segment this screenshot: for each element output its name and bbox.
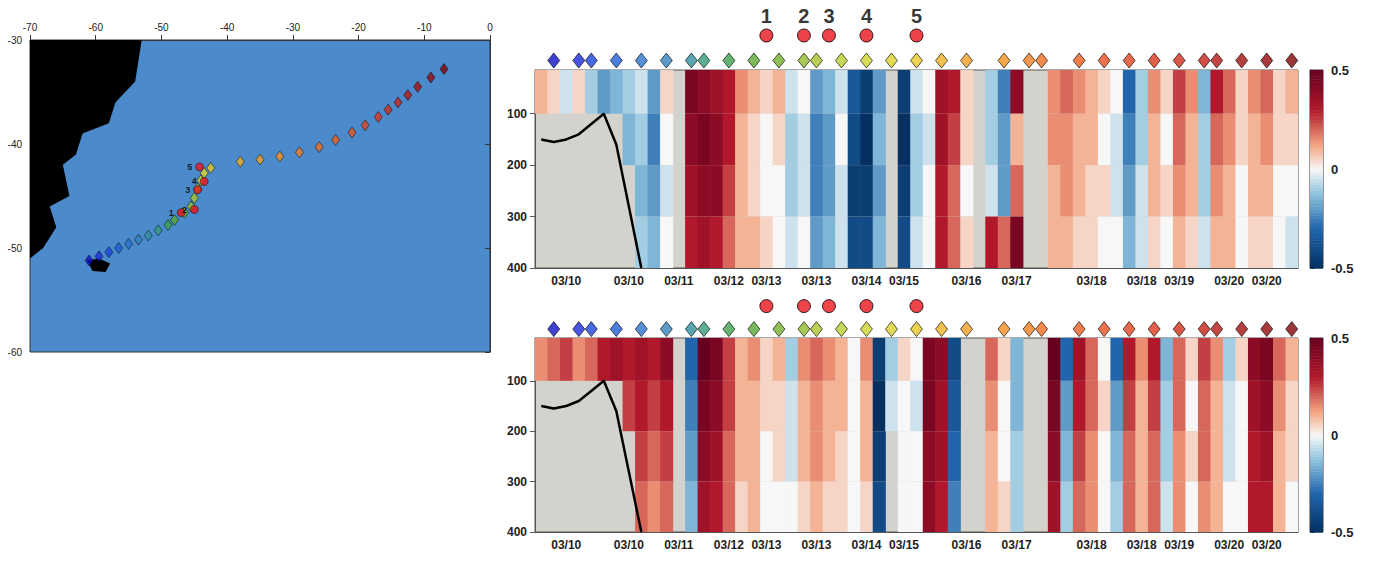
svg-text:03/11: 03/11 — [664, 538, 694, 552]
svg-text:03/18: 03/18 — [1077, 538, 1107, 552]
svg-text:0: 0 — [1331, 162, 1338, 177]
svg-text:4: 4 — [861, 5, 873, 27]
svg-text:03/10: 03/10 — [614, 274, 644, 288]
svg-text:1: 1 — [761, 5, 772, 27]
svg-text:-10: -10 — [417, 22, 432, 33]
svg-text:-20: -20 — [351, 22, 366, 33]
svg-text:-30: -30 — [286, 22, 301, 33]
svg-text:03/13: 03/13 — [801, 538, 831, 552]
svg-text:03/20: 03/20 — [1252, 538, 1282, 552]
svg-text:03/18: 03/18 — [1127, 538, 1157, 552]
svg-text:1: 1 — [169, 208, 174, 218]
svg-text:03/15: 03/15 — [889, 538, 919, 552]
svg-text:03/20: 03/20 — [1214, 274, 1244, 288]
svg-text:3: 3 — [185, 185, 190, 195]
svg-text:03/12: 03/12 — [714, 274, 744, 288]
svg-text:300: 300 — [507, 210, 527, 224]
svg-text:200: 200 — [507, 424, 527, 438]
svg-text:03/19: 03/19 — [1164, 274, 1194, 288]
svg-text:03/14: 03/14 — [851, 538, 881, 552]
svg-text:03/13: 03/13 — [801, 274, 831, 288]
svg-text:3: 3 — [823, 5, 834, 27]
svg-text:2: 2 — [182, 205, 187, 215]
svg-text:100: 100 — [507, 107, 527, 121]
svg-text:4: 4 — [192, 176, 197, 186]
svg-text:5: 5 — [911, 5, 922, 27]
svg-text:03/16: 03/16 — [952, 538, 982, 552]
svg-text:03/17: 03/17 — [1002, 274, 1032, 288]
svg-text:03/16: 03/16 — [952, 274, 982, 288]
svg-text:400: 400 — [507, 525, 527, 539]
svg-text:03/13: 03/13 — [751, 538, 781, 552]
svg-text:0: 0 — [1331, 428, 1338, 443]
svg-text:03/10: 03/10 — [551, 274, 581, 288]
svg-text:400: 400 — [507, 261, 527, 275]
svg-text:-60: -60 — [88, 22, 103, 33]
svg-text:0: 0 — [487, 22, 493, 33]
svg-text:03/18: 03/18 — [1077, 274, 1107, 288]
svg-text:03/15: 03/15 — [889, 274, 919, 288]
svg-text:03/11: 03/11 — [664, 274, 694, 288]
svg-text:-60: -60 — [8, 347, 23, 358]
svg-text:-50: -50 — [154, 22, 169, 33]
svg-text:-50: -50 — [8, 243, 23, 254]
svg-text:200: 200 — [507, 158, 527, 172]
svg-text:03/20: 03/20 — [1214, 538, 1244, 552]
svg-text:0.5: 0.5 — [1331, 63, 1349, 78]
svg-text:03/13: 03/13 — [751, 274, 781, 288]
svg-text:03/10: 03/10 — [614, 538, 644, 552]
svg-text:300: 300 — [507, 475, 527, 489]
svg-text:100: 100 — [507, 374, 527, 388]
svg-text:03/17: 03/17 — [1002, 538, 1032, 552]
svg-text:03/14: 03/14 — [851, 274, 881, 288]
svg-text:03/19: 03/19 — [1164, 538, 1194, 552]
svg-text:0.5: 0.5 — [1331, 331, 1349, 346]
svg-text:-70: -70 — [23, 22, 38, 33]
svg-text:-30: -30 — [8, 35, 23, 46]
svg-text:-40: -40 — [220, 22, 235, 33]
svg-text:03/10: 03/10 — [551, 538, 581, 552]
svg-text:-0.5: -0.5 — [1331, 525, 1353, 540]
svg-text:03/20: 03/20 — [1252, 274, 1282, 288]
svg-text:-0.5: -0.5 — [1331, 261, 1353, 276]
svg-text:5: 5 — [187, 162, 192, 172]
svg-text:03/18: 03/18 — [1127, 274, 1157, 288]
svg-text:-40: -40 — [8, 139, 23, 150]
svg-text:03/12: 03/12 — [714, 538, 744, 552]
svg-text:2: 2 — [798, 5, 809, 27]
